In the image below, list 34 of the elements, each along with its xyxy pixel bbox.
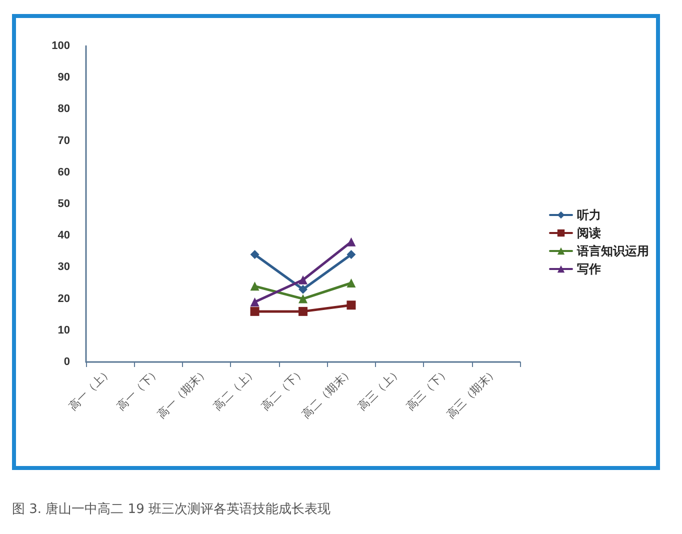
point xyxy=(298,294,308,304)
y-tick-label: 80 xyxy=(58,103,70,116)
y-tick-label: 20 xyxy=(58,292,70,305)
y-tick-label: 10 xyxy=(58,324,70,336)
point xyxy=(298,306,308,316)
point xyxy=(346,237,356,246)
y-tick-label: 90 xyxy=(58,72,70,84)
point xyxy=(250,297,260,306)
x-tick-label: 高三（上） xyxy=(356,365,404,414)
legend-label: 语言知识运用 xyxy=(576,244,649,258)
x-tick-label: 高二（期末） xyxy=(300,365,356,421)
y-tick-label: 70 xyxy=(58,134,70,147)
legend-label: 写作 xyxy=(577,262,601,276)
point xyxy=(298,284,308,294)
point xyxy=(250,250,260,260)
point xyxy=(298,275,308,284)
point xyxy=(346,278,356,288)
x-tick-label: 高一（上） xyxy=(66,365,114,414)
point xyxy=(346,250,356,260)
point xyxy=(250,282,260,291)
y-tick-label: 100 xyxy=(52,40,70,52)
y-tick-label: 50 xyxy=(58,198,70,210)
point xyxy=(346,300,356,310)
y-tick-label: 40 xyxy=(58,230,70,242)
y-tick-label: 30 xyxy=(58,261,70,274)
x-tick-label: 高一（期末） xyxy=(154,365,211,421)
point xyxy=(250,306,260,316)
caption: 图 3. 唐山一中高二 19 班三次测评各英语技能成长表现 xyxy=(12,501,330,518)
y-tick-label: 0 xyxy=(64,356,70,368)
y-tick-label: 60 xyxy=(58,166,70,178)
x-tick-label: 高三（期末） xyxy=(444,365,500,421)
x-tick-label: 高二（上） xyxy=(210,365,260,414)
legend-label: 听力 xyxy=(577,208,601,222)
legend-label: 阅读 xyxy=(577,226,601,240)
